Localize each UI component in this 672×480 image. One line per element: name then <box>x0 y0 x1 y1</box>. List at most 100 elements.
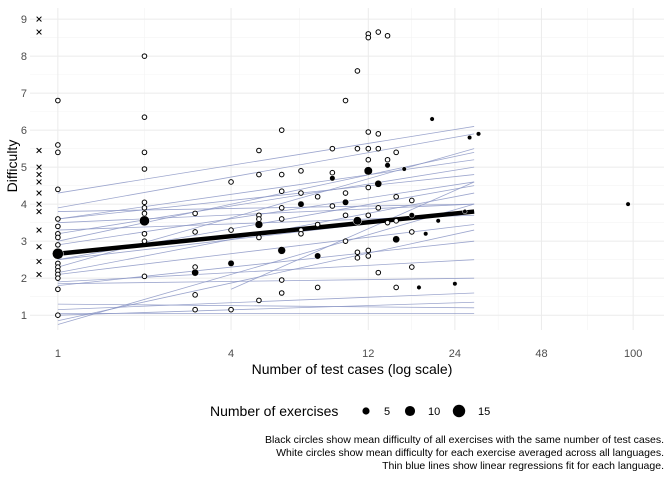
language-fit-line <box>57 203 475 224</box>
marker-stroke <box>36 164 42 170</box>
exercise-point <box>354 145 361 152</box>
mean-point <box>297 200 305 208</box>
exercise-points <box>55 29 415 318</box>
marker-stroke <box>36 258 42 265</box>
exercise-point <box>278 171 285 178</box>
mean-point <box>476 131 482 137</box>
marker-stroke <box>36 227 42 233</box>
exercise-point <box>141 199 148 206</box>
missing-marker <box>36 171 42 178</box>
mean-point <box>392 235 400 244</box>
exercise-point <box>141 210 148 217</box>
exercise-point <box>141 149 148 156</box>
exercise-point <box>55 286 61 293</box>
exercise-point <box>256 234 262 241</box>
overall-fit-line <box>57 209 475 256</box>
language-fit-line <box>57 203 475 212</box>
missing-marker <box>36 201 42 207</box>
exercise-point <box>228 306 234 313</box>
exercise-point <box>141 114 148 120</box>
exercise-point <box>298 168 304 174</box>
missing-marker <box>36 271 42 278</box>
missing-marker <box>36 147 42 154</box>
exercise-point <box>365 247 372 254</box>
marker-stroke <box>36 271 42 278</box>
legend-key <box>452 404 466 418</box>
exercise-point <box>393 218 399 224</box>
exercise-point <box>375 145 382 152</box>
language-fit-lines <box>57 126 475 325</box>
mean-point <box>408 212 415 219</box>
exercise-point <box>55 142 61 148</box>
y-tick-label: 6 <box>21 125 27 137</box>
missing-marker <box>36 29 42 35</box>
legend-items: 5 10 15 <box>362 404 490 418</box>
exercise-point <box>354 68 361 74</box>
x-axis-label: Number of test cases (log scale) <box>252 361 453 377</box>
exercise-point <box>342 190 349 196</box>
exercise-point <box>365 156 372 163</box>
exercise-point <box>375 29 382 35</box>
missing-marker <box>36 190 42 196</box>
exercise-point <box>342 238 349 244</box>
marker-stroke <box>36 179 42 185</box>
y-axis-label: Difficulty <box>4 140 20 193</box>
major-grid <box>30 8 664 330</box>
mean-point <box>254 220 264 229</box>
marker-stroke <box>36 147 42 154</box>
mean-point <box>429 116 435 122</box>
exercise-point <box>314 284 321 291</box>
exercise-point <box>256 297 262 304</box>
missing-marker <box>36 16 42 22</box>
y-tick-label: 7 <box>21 88 27 100</box>
exercise-point <box>256 147 262 154</box>
caption-line-1: Black circles show mean difficulty of al… <box>265 434 664 446</box>
mean-point <box>374 179 383 188</box>
exercise-point <box>384 156 391 163</box>
mean-point <box>329 175 336 182</box>
exercise-point <box>278 216 285 222</box>
y-tick-label: 1 <box>21 310 27 322</box>
mean-point <box>139 215 150 227</box>
exercise-point <box>329 203 336 209</box>
exercise-point <box>384 32 391 39</box>
x-tick-labels: 1 4 12 24 48 100 <box>55 348 643 360</box>
exercise-point <box>278 290 285 296</box>
exercise-point <box>365 184 372 191</box>
exercise-point <box>375 131 382 137</box>
y-tick-label: 9 <box>21 14 27 26</box>
exercise-point <box>141 273 148 280</box>
exercise-point <box>141 53 148 59</box>
mean-point <box>462 209 468 215</box>
mean-point <box>467 135 473 141</box>
y-tick-label: 8 <box>21 51 27 63</box>
exercise-point <box>55 242 61 248</box>
language-fit-line <box>57 277 475 285</box>
exercise-point <box>354 249 361 256</box>
legend-label: 15 <box>478 406 490 418</box>
marker-stroke <box>36 243 42 250</box>
exercise-point <box>393 193 399 200</box>
mean-point <box>384 162 391 169</box>
mean-point <box>416 284 422 290</box>
mean-point <box>363 166 373 176</box>
marker-stroke <box>36 208 42 215</box>
overall-fit-line <box>57 209 475 256</box>
exercise-point <box>141 230 148 237</box>
mean-point <box>277 246 286 255</box>
language-fit-line <box>57 240 475 286</box>
exercise-point <box>192 292 198 298</box>
exercise-point <box>329 169 336 176</box>
language-fit-line <box>57 133 475 209</box>
y-tick-label: 4 <box>21 199 27 211</box>
legend-key <box>362 407 370 415</box>
exercise-point <box>298 190 304 196</box>
exercise-point <box>55 275 61 281</box>
x-tick-label: 1 <box>55 348 61 360</box>
mean-point <box>423 231 429 237</box>
legend-label: 10 <box>428 406 440 418</box>
mean-point <box>625 201 631 207</box>
exercise-point <box>256 171 262 178</box>
exercise-point <box>192 306 198 313</box>
